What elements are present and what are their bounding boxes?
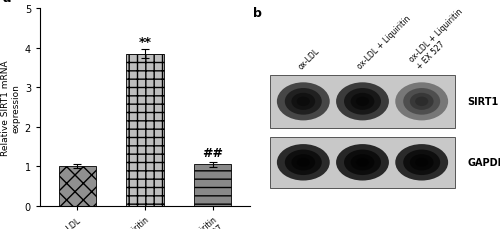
Ellipse shape — [296, 97, 310, 107]
Ellipse shape — [410, 154, 434, 171]
Bar — [194, 165, 232, 206]
Ellipse shape — [344, 150, 381, 175]
Ellipse shape — [403, 89, 440, 115]
Bar — [126, 55, 164, 206]
Ellipse shape — [344, 89, 381, 115]
Ellipse shape — [410, 93, 434, 110]
Text: b: b — [252, 7, 262, 20]
Text: ox-LDL: ox-LDL — [297, 46, 322, 71]
Text: ##: ## — [202, 147, 223, 160]
Ellipse shape — [277, 83, 330, 121]
Ellipse shape — [292, 93, 315, 110]
FancyBboxPatch shape — [270, 137, 455, 188]
Text: SIRT1: SIRT1 — [468, 97, 499, 107]
Ellipse shape — [396, 83, 448, 121]
Text: **: ** — [138, 35, 151, 49]
Text: GAPDH: GAPDH — [468, 158, 500, 168]
Text: ox-LDL + Liquiritin
+ EX 527: ox-LDL + Liquiritin + EX 527 — [408, 7, 472, 71]
Ellipse shape — [285, 150, 322, 175]
Ellipse shape — [356, 97, 369, 107]
Ellipse shape — [356, 158, 369, 167]
Ellipse shape — [415, 97, 428, 107]
Ellipse shape — [277, 144, 330, 181]
Ellipse shape — [415, 158, 428, 167]
Ellipse shape — [336, 144, 389, 181]
Ellipse shape — [336, 83, 389, 121]
Y-axis label: Relative SIRT1 mRNA
expression: Relative SIRT1 mRNA expression — [1, 60, 20, 155]
FancyBboxPatch shape — [270, 76, 455, 128]
Ellipse shape — [350, 154, 374, 171]
Text: ox-LDL + Liquiritin: ox-LDL + Liquiritin — [356, 14, 413, 71]
Ellipse shape — [403, 150, 440, 175]
Ellipse shape — [292, 154, 315, 171]
Ellipse shape — [396, 144, 448, 181]
Ellipse shape — [350, 93, 374, 110]
Ellipse shape — [296, 158, 310, 167]
Text: a: a — [2, 0, 10, 5]
Ellipse shape — [285, 89, 322, 115]
Bar — [58, 167, 96, 206]
